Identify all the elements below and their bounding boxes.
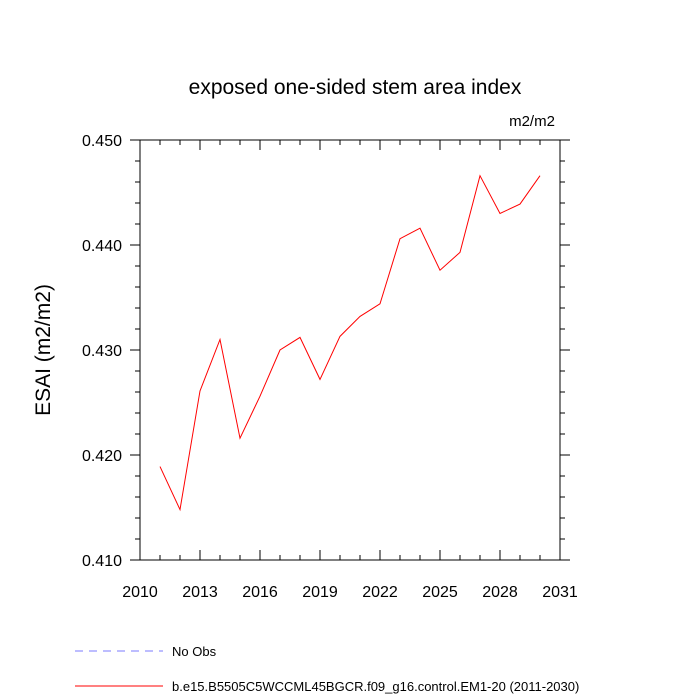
y-axis-label: ESAI (m2/m2) — [32, 284, 55, 416]
y-tick-label: 0.450 — [82, 133, 122, 150]
legend-label: No Obs — [172, 644, 217, 659]
x-tick-label: 2010 — [122, 584, 158, 601]
plot-frame — [139, 139, 561, 561]
legend: No Obs b.e15.B5505C5WCCML45BGCR.f09_g16.c… — [75, 644, 579, 694]
y-tick-label: 0.410 — [82, 553, 122, 570]
x-tick-label: 2028 — [482, 584, 518, 601]
series-line — [159, 174, 541, 512]
x-tick-label: 2016 — [242, 584, 278, 601]
y-tick-label: 0.440 — [82, 238, 122, 255]
x-tick-label: 2025 — [422, 584, 458, 601]
x-tick-label: 2019 — [302, 584, 338, 601]
x-tick-label: 2031 — [542, 584, 578, 601]
x-tick-label: 2022 — [362, 584, 398, 601]
chart-title: exposed one-sided stem area index — [189, 76, 522, 99]
y-tick-label: 0.420 — [82, 448, 122, 465]
y-tick-label: 0.430 — [82, 343, 122, 360]
legend-label: b.e15.B5505C5WCCML45BGCR.f09_g16.control… — [172, 679, 579, 694]
units-label: m2/m2 — [509, 113, 555, 130]
x-tick-label: 2013 — [182, 584, 218, 601]
